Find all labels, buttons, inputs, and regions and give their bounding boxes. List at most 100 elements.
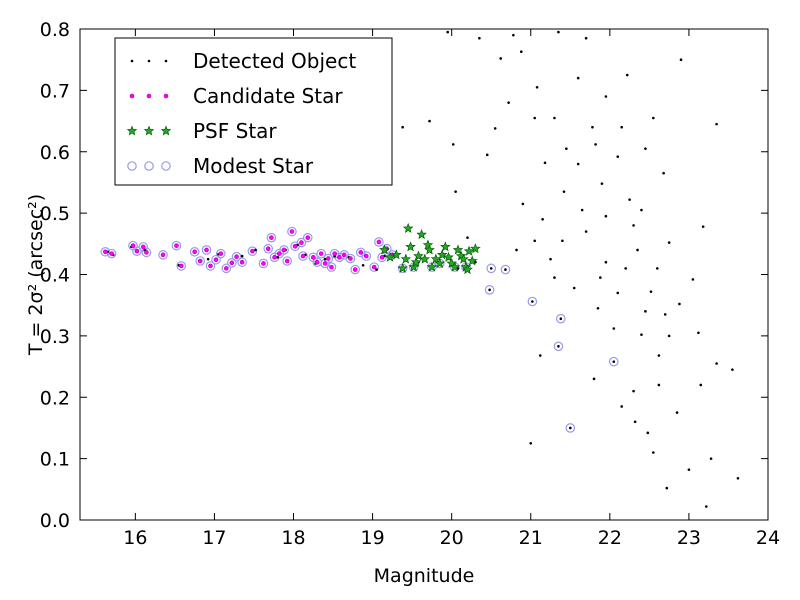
detected-object-point xyxy=(507,101,510,104)
legend-marker xyxy=(146,93,152,99)
candidate-star-point xyxy=(314,259,320,265)
psf-star-point xyxy=(419,253,431,264)
candidate-star-point xyxy=(341,252,347,258)
psf-star-point xyxy=(463,245,475,256)
detected-object-point xyxy=(662,171,665,175)
detected-object-point xyxy=(632,389,635,393)
detected-object-point xyxy=(665,486,669,490)
modest-star-point xyxy=(227,258,237,268)
y-tick-label: 0.7 xyxy=(40,80,70,102)
modest-star-point xyxy=(221,263,232,274)
modest-star-point xyxy=(266,232,277,243)
legend-marker xyxy=(164,59,168,63)
detected-object-point xyxy=(240,254,244,258)
candidate-star-point xyxy=(352,267,358,272)
detected-object-point xyxy=(612,327,616,330)
detected-object-point xyxy=(678,302,681,306)
plot-area xyxy=(100,30,740,508)
candidate-star-point xyxy=(192,249,197,255)
detected-object-point xyxy=(488,288,491,292)
psf-star-point xyxy=(408,261,419,272)
detected-object-point xyxy=(561,239,564,243)
legend-box xyxy=(114,37,393,186)
candidate-star-point xyxy=(348,256,353,261)
y-tick-label: 0.4 xyxy=(40,265,70,287)
candidate-star-point xyxy=(322,261,328,266)
detected-object-point xyxy=(401,125,404,129)
modest-star-point xyxy=(138,242,149,252)
modest-star-point xyxy=(201,245,212,255)
detected-object-point xyxy=(640,333,643,336)
detected-object-point xyxy=(652,451,655,454)
detected-object-point xyxy=(553,276,556,279)
candidate-star-point xyxy=(103,249,108,255)
psf-star-point xyxy=(379,244,390,255)
psf-star-point xyxy=(443,251,454,262)
candidate-star-point xyxy=(318,251,324,256)
psf-star-point xyxy=(413,250,424,261)
modest-star-point xyxy=(279,245,289,255)
detected-object-point xyxy=(591,125,594,129)
modest-star-point xyxy=(486,263,497,274)
detected-object-point xyxy=(454,190,457,193)
candidate-star-point xyxy=(305,235,311,240)
candidate-star-point xyxy=(358,250,364,255)
detected-object-point xyxy=(625,73,629,77)
legend-label: PSF Star xyxy=(193,119,277,143)
detected-object-point xyxy=(489,267,493,270)
detected-object-point xyxy=(531,300,534,303)
detected-object-point xyxy=(628,198,631,201)
legend-marker xyxy=(127,161,137,171)
detected-object-point xyxy=(543,161,547,165)
detected-object-point xyxy=(428,119,431,123)
detected-object-point xyxy=(652,116,655,120)
detected-object-point xyxy=(667,334,671,338)
legend-label: Candidate Star xyxy=(193,84,343,108)
x-tick-label: 22 xyxy=(598,527,622,549)
detected-object-point xyxy=(323,257,327,261)
x-tick-label: 20 xyxy=(440,527,464,549)
modest-star-point-group xyxy=(100,226,619,433)
detected-object-point xyxy=(646,431,650,435)
detected-object-point xyxy=(512,33,515,37)
candidate-star-point xyxy=(310,255,316,260)
detected-object-point xyxy=(557,345,560,348)
candidate-star-point xyxy=(140,244,146,250)
detected-object-point xyxy=(576,162,580,166)
y-tick-label: 0.8 xyxy=(40,19,70,41)
candidate-star-point xyxy=(197,258,203,264)
legend-marker xyxy=(129,93,135,99)
detected-object-point xyxy=(562,190,566,193)
detected-object-point xyxy=(632,224,635,227)
modest-star-point xyxy=(195,256,206,266)
legend-marker xyxy=(160,125,172,136)
candidate-star-point xyxy=(250,248,255,254)
detected-object-point xyxy=(657,354,661,357)
psf-star-point xyxy=(434,257,446,268)
psf-star-point xyxy=(452,244,464,255)
psf-star-point xyxy=(430,253,442,264)
psf-star-point xyxy=(470,243,481,254)
detected-object-point xyxy=(375,268,378,271)
legend-marker xyxy=(130,59,134,63)
candidate-star-point xyxy=(174,243,179,248)
modest-star-point xyxy=(334,252,345,263)
modest-star-point xyxy=(326,262,337,272)
psf-star-point xyxy=(436,249,448,260)
modest-star-point xyxy=(263,243,274,254)
detected-object-point xyxy=(640,208,643,212)
psf-star-point-group xyxy=(379,222,481,275)
legend-marker xyxy=(163,93,169,99)
candidate-star-point xyxy=(376,239,382,245)
detected-object-point xyxy=(691,278,695,281)
detected-object-point xyxy=(616,155,620,158)
modest-star-point xyxy=(215,248,226,259)
detected-object-point xyxy=(529,441,533,445)
detected-object-point xyxy=(667,241,671,244)
modest-star-point xyxy=(302,232,313,243)
x-tick-label: 21 xyxy=(519,527,543,549)
detected-object-point xyxy=(572,286,576,290)
modest-star-point xyxy=(350,264,360,275)
detected-object-point xyxy=(697,331,700,335)
